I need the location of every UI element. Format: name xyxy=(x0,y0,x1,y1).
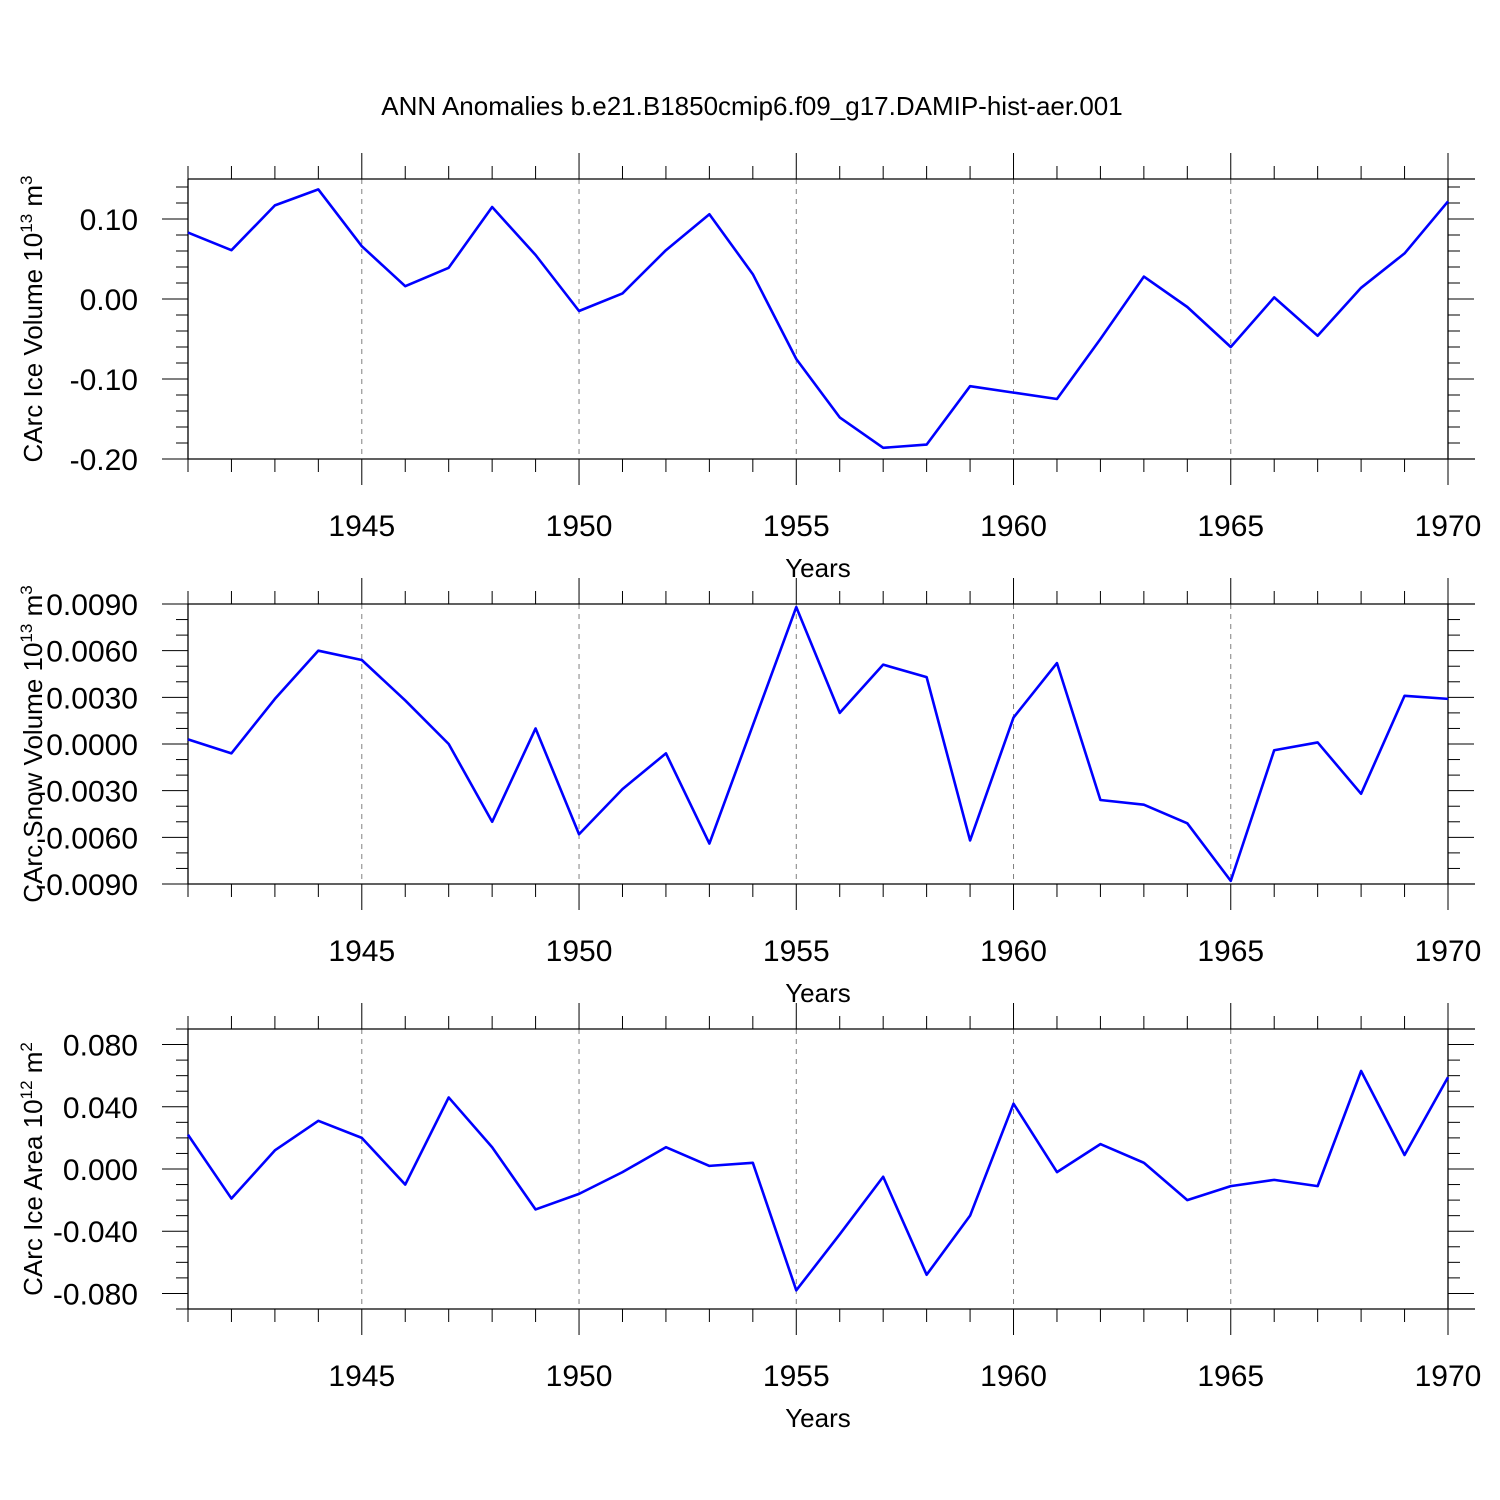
chart-panel-2: -0.0090 -0.0060 -0.0030 0.0000 0.0030 0.0060 0… xyxy=(17,578,1481,1008)
y-axis-label: CArc Snow Volume 1013 m3 xyxy=(17,585,48,902)
x-tick-label: 1960 xyxy=(980,510,1047,543)
x-tick-label: 1945 xyxy=(328,935,395,968)
x-tick-label: 1950 xyxy=(546,510,613,543)
x-tick-label: 1960 xyxy=(980,935,1047,968)
x-tick-label: 1955 xyxy=(763,935,830,968)
y-tick-label: 0.080 xyxy=(63,1030,138,1063)
x-tick-label: 1970 xyxy=(1415,935,1482,968)
x-axis-label: Years xyxy=(785,1403,851,1433)
chart-panel-1: -0.20 -0.10 0.00 0.10 1945 1950 1955 1960 1965 19… xyxy=(17,153,1481,583)
y-tick-label: 0.0090 xyxy=(46,589,138,622)
y-tick-label: -0.080 xyxy=(53,1278,138,1311)
x-tick-label: 1970 xyxy=(1415,1360,1482,1393)
x-tick-label: 1965 xyxy=(1197,510,1264,543)
y-tick-label: 0.0000 xyxy=(46,729,138,762)
x-axis-label: Years xyxy=(785,553,851,583)
y-tick-label: -0.040 xyxy=(53,1216,138,1249)
y-tick-label: 0.00 xyxy=(80,284,138,317)
y-tick-label: 0.000 xyxy=(63,1154,138,1187)
y-tick-label: -0.0030 xyxy=(36,776,138,809)
y-axis-label: CArc Ice Volume 1013 m3 xyxy=(17,175,48,462)
x-tick-label: 1965 xyxy=(1197,1360,1264,1393)
y-tick-label: -0.0060 xyxy=(36,822,138,855)
chart-panel-3: -0.080 -0.040 0.000 0.040 0.080 1945 1950 1955 1… xyxy=(17,1003,1481,1433)
y-tick-label: -0.20 xyxy=(70,444,138,477)
data-line xyxy=(187,188,1449,450)
data-line xyxy=(186,1069,1450,1292)
x-axis-label: Years xyxy=(785,978,851,1008)
y-tick-label: 0.040 xyxy=(63,1092,138,1125)
x-tick-label: 1950 xyxy=(546,1360,613,1393)
x-tick-label: 1970 xyxy=(1415,510,1482,543)
y-tick-label: 0.0060 xyxy=(46,636,138,669)
y-tick-label: -0.10 xyxy=(70,364,138,397)
x-tick-label: 1945 xyxy=(328,510,395,543)
y-tick-label: -0.0090 xyxy=(36,869,138,902)
y-tick-label: 0.0030 xyxy=(46,682,138,715)
data-line xyxy=(187,605,1449,883)
x-tick-label: 1965 xyxy=(1197,935,1264,968)
y-tick-label: 0.10 xyxy=(80,204,138,237)
x-tick-label: 1955 xyxy=(763,1360,830,1393)
x-tick-label: 1950 xyxy=(546,935,613,968)
figure-title: ANN Anomalies b.e21.B1850cmip6.f09_g17.D… xyxy=(381,91,1122,121)
y-axis-label: CArc Ice Area 1012 m2 xyxy=(17,1042,48,1296)
x-tick-label: 1945 xyxy=(328,1360,395,1393)
x-tick-label: 1960 xyxy=(980,1360,1047,1393)
x-tick-label: 1955 xyxy=(763,510,830,543)
